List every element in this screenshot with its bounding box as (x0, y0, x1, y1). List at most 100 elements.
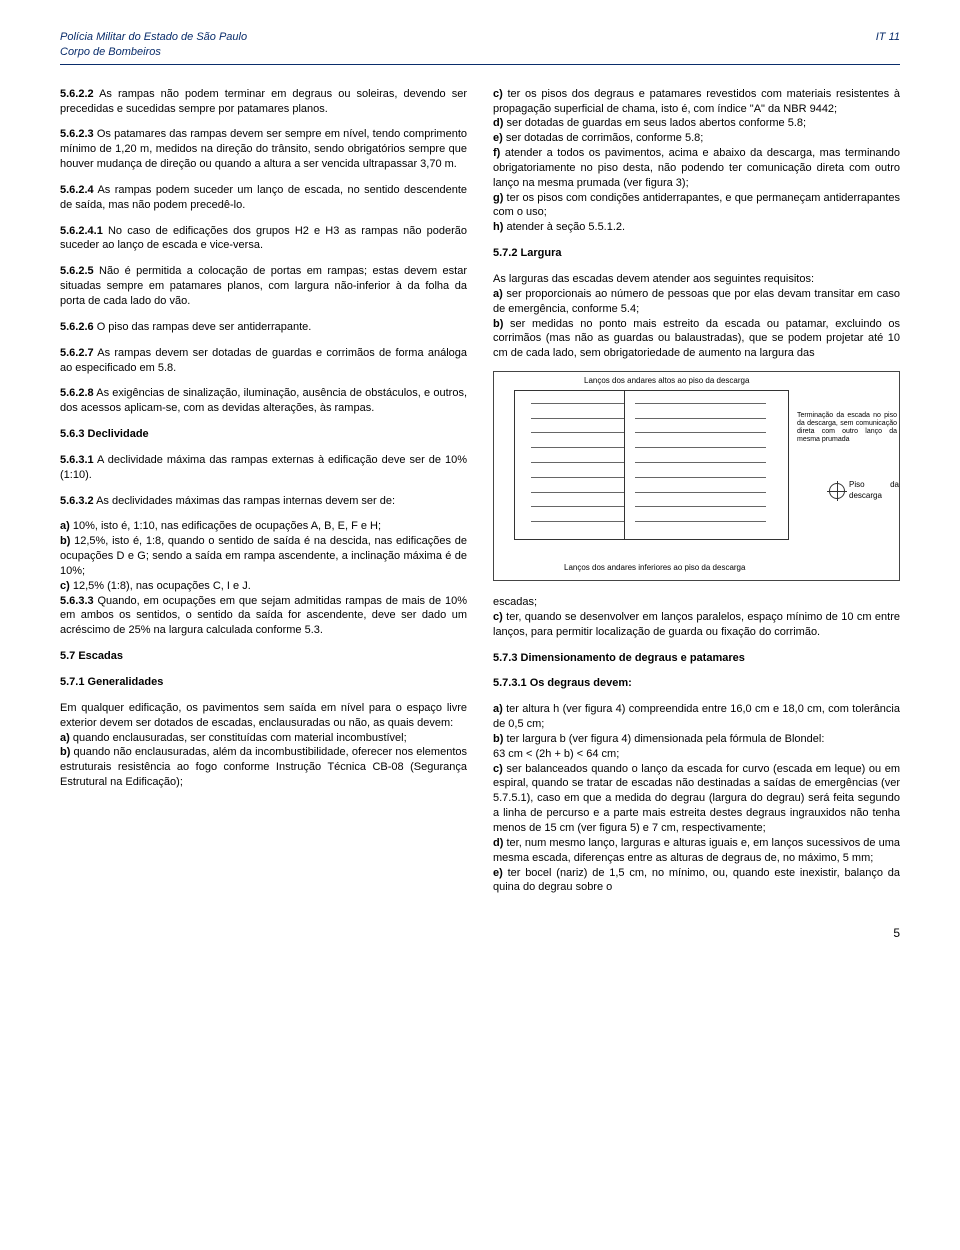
clause-number: e) (493, 867, 503, 879)
clause-text: ser proporcionais ao número de pessoas q… (493, 288, 900, 315)
paragraph: e) ter bocel (nariz) de 1,5 cm, no mínim… (493, 866, 900, 896)
paragraph: 5.6.2.4 As rampas podem suceder um lanço… (60, 183, 467, 213)
clause-text: As declividades máximas das rampas inter… (94, 495, 395, 507)
clause-text: ser medidas no ponto mais estreito da es… (493, 318, 900, 360)
org-line-2: Corpo de Bombeiros (60, 45, 247, 60)
paragraph: 5.6.3.3 Quando, em ocupações em que seja… (60, 594, 467, 639)
clause-text: ser dotadas de corrimãos, conforme 5.8; (503, 132, 704, 144)
paragraph: c) ser balanceados quando o lanço da esc… (493, 762, 900, 836)
clause-text: O piso das rampas deve ser antiderrapant… (94, 321, 312, 333)
clause-text: 12,5% (1:8), nas ocupações C, I e J. (70, 580, 251, 592)
paragraph: c) ter os pisos dos degraus e patamares … (493, 87, 900, 117)
paragraph: b) quando não enclausuradas, além da inc… (60, 745, 467, 790)
paragraph: a) ter altura h (ver figura 4) compreend… (493, 702, 900, 732)
paragraph: 5.7.1 Generalidades (60, 675, 467, 690)
paragraph: 5.6.2.6 O piso das rampas deve ser antid… (60, 320, 467, 335)
clause-number: b) (493, 733, 503, 745)
clause-text: No caso de edificações dos grupos H2 e H… (60, 225, 467, 252)
clause-number: d) (493, 837, 503, 849)
paragraph: h) atender à seção 5.5.1.2. (493, 220, 900, 235)
paragraph: d) ser dotadas de guardas em seus lados … (493, 116, 900, 131)
paragraph: 5.7.3 Dimensionamento de degraus e patam… (493, 651, 900, 666)
clause-text: Quando, em ocupações em que sejam admiti… (60, 595, 467, 637)
clause-text: Os patamares das rampas devem ser sempre… (60, 128, 467, 170)
clause-text: ter largura b (ver figura 4) dimensionad… (503, 733, 824, 745)
clause-text: Não é permitida a colocação de portas em… (60, 265, 467, 307)
clause-text: As larguras das escadas devem atender ao… (493, 273, 814, 285)
clause-text: ter, num mesmo lanço, larguras e alturas… (493, 837, 900, 864)
clause-number: 5.6.2.7 (60, 347, 94, 359)
doc-code: IT 11 (876, 30, 900, 45)
clause-number: a) (493, 288, 503, 300)
paragraph: Em qualquer edificação, os pavimentos se… (60, 701, 467, 731)
figure-bottom-label: Lanços dos andares inferiores ao piso da… (564, 563, 745, 574)
paragraph: g) ter os pisos com condições antiderrap… (493, 191, 900, 221)
paragraph: a) ser proporcionais ao número de pessoa… (493, 287, 900, 317)
clause-number: 5.6.2.4.1 (60, 225, 103, 237)
clause-text: ser balanceados quando o lanço da escada… (493, 763, 900, 834)
clause-number: c) (493, 763, 503, 775)
header-left: Polícia Militar do Estado de São Paulo C… (60, 30, 247, 60)
clause-text: 63 cm < (2h + b) < 64 cm; (493, 748, 619, 760)
clause-text: As rampas devem ser dotadas de guardas e… (60, 347, 467, 374)
paragraph: 5.6.2.4.1 No caso de edificações dos gru… (60, 224, 467, 254)
paragraph: c) 12,5% (1:8), nas ocupações C, I e J. (60, 579, 467, 594)
clause-text: quando não enclausuradas, além da incomb… (60, 746, 467, 788)
crosshair-icon (829, 483, 845, 499)
clause-number: b) (493, 318, 503, 330)
section-heading: 5.7.1 Generalidades (60, 676, 163, 688)
paragraph: 5.7 Escadas (60, 649, 467, 664)
clause-number: c) (60, 580, 70, 592)
paragraph: 63 cm < (2h + b) < 64 cm; (493, 747, 900, 762)
clause-text: As exigências de sinalização, iluminação… (60, 387, 467, 414)
header-rule (60, 64, 900, 65)
paragraph: e) ser dotadas de corrimãos, conforme 5.… (493, 131, 900, 146)
left-column: 5.6.2.2 As rampas não podem terminar em … (60, 87, 467, 896)
clause-text: escadas; (493, 596, 537, 608)
clause-text: ser dotadas de guardas em seus lados abe… (503, 117, 806, 129)
paragraph: b) 12,5%, isto é, 1:8, quando o sentido … (60, 534, 467, 579)
paragraph: 5.6.2.2 As rampas não podem terminar em … (60, 87, 467, 117)
clause-number: a) (493, 703, 503, 715)
paragraph: 5.6.3.1 A declividade máxima das rampas … (60, 453, 467, 483)
right-column: c) ter os pisos dos degraus e patamares … (493, 87, 900, 896)
clause-number: g) (493, 192, 503, 204)
figure-piso-label: Piso da descarga (829, 480, 899, 502)
paragraph: 5.6.3 Declividade (60, 427, 467, 442)
paragraph: d) ter, num mesmo lanço, larguras e altu… (493, 836, 900, 866)
clause-text: ter bocel (nariz) de 1,5 cm, no mínimo, … (493, 867, 900, 894)
page-number: 5 (60, 925, 900, 941)
paragraph: f) atender a todos os pavimentos, acima … (493, 146, 900, 191)
clause-text: A declividade máxima das rampas externas… (60, 454, 467, 481)
clause-number: 5.6.2.2 (60, 88, 94, 100)
figure-side-label: Terminação da escada no piso da descarga… (797, 412, 897, 444)
clause-number: 5.6.3.3 (60, 595, 94, 607)
clause-number: c) (493, 88, 503, 100)
clause-text: quando enclausuradas, ser constituídas c… (70, 732, 407, 744)
figure-top-label: Lanços dos andares altos ao piso da desc… (584, 376, 749, 387)
clause-text: ter altura h (ver figura 4) compreendida… (493, 703, 900, 730)
paragraph: 5.6.3.2 As declividades máximas das ramp… (60, 494, 467, 509)
clause-text: 10%, isto é, 1:10, nas edificações de oc… (70, 520, 381, 532)
section-heading: 5.6.3 Declividade (60, 428, 149, 440)
paragraph: escadas; (493, 595, 900, 610)
paragraph: 5.6.2.8 As exigências de sinalização, il… (60, 386, 467, 416)
clause-text: atender a todos os pavimentos, acima e a… (493, 147, 900, 189)
paragraph: 5.7.2 Largura (493, 246, 900, 261)
page-header: Polícia Militar do Estado de São Paulo C… (60, 30, 900, 60)
paragraph: 5.7.3.1 Os degraus devem: (493, 676, 900, 691)
clause-number: 5.6.2.4 (60, 184, 94, 196)
clause-number: 5.6.2.5 (60, 265, 94, 277)
clause-number: 5.6.2.8 (60, 387, 94, 399)
clause-number: 5.6.2.6 (60, 321, 94, 333)
section-heading: 5.7.3 Dimensionamento de degraus e patam… (493, 652, 745, 664)
clause-number: a) (60, 520, 70, 532)
section-heading: 5.7.3.1 Os degraus devem: (493, 677, 632, 689)
clause-text: Em qualquer edificação, os pavimentos se… (60, 702, 467, 729)
clause-number: h) (493, 221, 503, 233)
section-heading: 5.7 Escadas (60, 650, 123, 662)
clause-number: d) (493, 117, 503, 129)
content-columns: 5.6.2.2 As rampas não podem terminar em … (60, 87, 900, 896)
clause-text: ter os pisos com condições antiderrapant… (493, 192, 900, 219)
clause-number: 5.6.2.3 (60, 128, 94, 140)
